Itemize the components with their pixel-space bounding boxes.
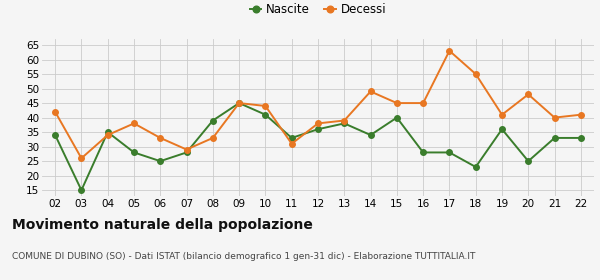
Nascite xyxy=(341,122,348,125)
Nascite xyxy=(499,127,506,131)
Decessi xyxy=(499,113,506,116)
Nascite xyxy=(419,151,427,154)
Nascite xyxy=(472,165,479,169)
Decessi xyxy=(314,122,322,125)
Nascite xyxy=(104,130,112,134)
Nascite xyxy=(577,136,584,140)
Decessi xyxy=(52,110,59,113)
Decessi xyxy=(551,116,558,119)
Decessi xyxy=(577,113,584,116)
Line: Nascite: Nascite xyxy=(52,100,584,193)
Decessi xyxy=(446,49,453,52)
Decessi xyxy=(341,119,348,122)
Nascite xyxy=(367,133,374,137)
Nascite xyxy=(209,119,217,122)
Line: Decessi: Decessi xyxy=(52,48,584,161)
Legend: Nascite, Decessi: Nascite, Decessi xyxy=(245,0,391,20)
Text: Movimento naturale della popolazione: Movimento naturale della popolazione xyxy=(12,218,313,232)
Nascite xyxy=(157,160,164,163)
Decessi xyxy=(209,136,217,140)
Decessi xyxy=(262,104,269,108)
Nascite xyxy=(236,101,243,105)
Decessi xyxy=(104,133,112,137)
Decessi xyxy=(472,72,479,76)
Nascite xyxy=(393,116,400,119)
Nascite xyxy=(446,151,453,154)
Decessi xyxy=(524,93,532,96)
Decessi xyxy=(367,90,374,93)
Nascite xyxy=(183,151,190,154)
Nascite xyxy=(262,113,269,116)
Nascite xyxy=(524,160,532,163)
Nascite xyxy=(78,188,85,192)
Decessi xyxy=(419,101,427,105)
Nascite xyxy=(288,136,295,140)
Nascite xyxy=(314,127,322,131)
Decessi xyxy=(288,142,295,145)
Nascite xyxy=(52,133,59,137)
Decessi xyxy=(130,122,137,125)
Decessi xyxy=(236,101,243,105)
Decessi xyxy=(157,136,164,140)
Nascite xyxy=(130,151,137,154)
Nascite xyxy=(551,136,558,140)
Text: COMUNE DI DUBINO (SO) - Dati ISTAT (bilancio demografico 1 gen-31 dic) - Elabora: COMUNE DI DUBINO (SO) - Dati ISTAT (bila… xyxy=(12,252,475,261)
Decessi xyxy=(78,157,85,160)
Decessi xyxy=(393,101,400,105)
Decessi xyxy=(183,148,190,151)
